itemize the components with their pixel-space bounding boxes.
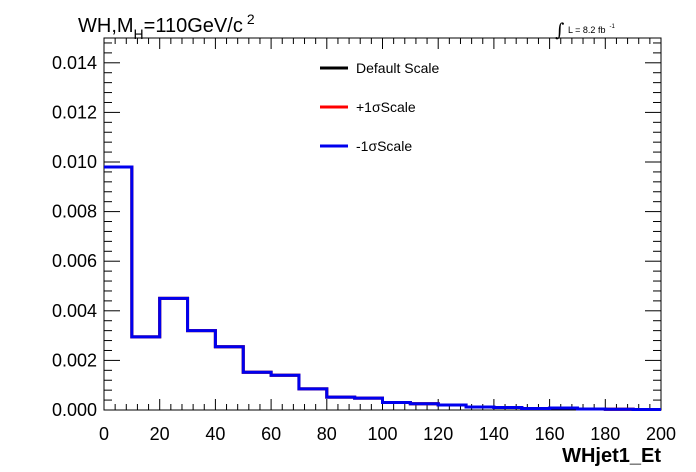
- x-tick-label: 200: [646, 424, 676, 444]
- x-tick-label: 80: [317, 424, 337, 444]
- integral-symbol: ∫: [555, 20, 565, 41]
- x-tick-label: 100: [367, 424, 397, 444]
- x-axis-label: WHjet1_Et: [562, 445, 661, 467]
- y-tick-label: 0.006: [52, 251, 97, 271]
- luminosity-label: L = 8.2 fb -1: [568, 24, 615, 35]
- x-tick-labels: 0 20 40 60 80 100 120 140 160 180 200: [99, 424, 676, 444]
- x-tick-label: 0: [99, 424, 109, 444]
- x-tick-label: 20: [150, 424, 170, 444]
- y-tick-label: 0.012: [52, 102, 97, 122]
- x-tick-label: 140: [479, 424, 509, 444]
- x-tick-label: 60: [261, 424, 281, 444]
- y-tick-labels: 0.000 0.002 0.004 0.006 0.008 0.010 0.012 0.014: [52, 53, 97, 420]
- y-tick-label: 0.004: [52, 301, 97, 321]
- chart-title-superscript: 2: [247, 11, 255, 27]
- legend-label: -1σScale: [356, 138, 412, 154]
- y-tick-label: 0.010: [52, 152, 97, 172]
- y-tick-label: 0.014: [52, 53, 97, 73]
- chart-title: WH,MH=110GeV/c 2: [78, 11, 255, 42]
- x-tick-label: 40: [205, 424, 225, 444]
- luminosity-superscript: -1: [609, 24, 615, 30]
- chart-title-main: WH,M: [78, 15, 134, 37]
- series-line-2: [104, 165, 661, 412]
- y-tick-label: 0.000: [52, 400, 97, 420]
- axis-ticks: [103, 38, 662, 411]
- legend: Default Scale +1σScale -1σScale: [320, 60, 439, 154]
- y-tick-label: 0.002: [52, 350, 97, 370]
- series-layer: [104, 165, 661, 412]
- y-tick-label: 0.008: [52, 202, 97, 222]
- x-tick-label: 160: [535, 424, 565, 444]
- legend-label: +1σScale: [356, 99, 416, 115]
- x-tick-label: 120: [423, 424, 453, 444]
- chart-title-subscript: H: [134, 26, 144, 42]
- chart-title-rest: =110GeV/c: [144, 15, 243, 37]
- x-tick-label: 180: [590, 424, 620, 444]
- legend-label: Default Scale: [356, 60, 439, 76]
- luminosity-text: L = 8.2 fb: [568, 25, 605, 35]
